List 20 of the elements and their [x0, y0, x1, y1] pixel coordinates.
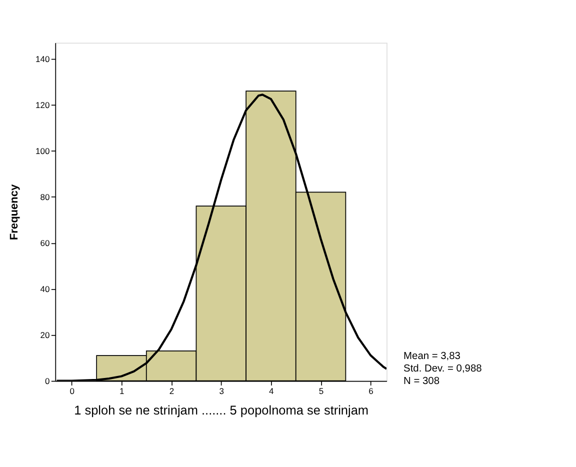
x-tick-label: 4 — [269, 386, 274, 396]
y-tick-label: 140 — [36, 54, 50, 64]
y-axis-title: Frequency — [8, 183, 21, 240]
x-tick-label: 5 — [318, 386, 324, 396]
text: N = 308 — [404, 376, 440, 388]
text: Mean = 3,83 — [404, 350, 461, 362]
x-tick-label: 0 — [70, 386, 75, 396]
x-tick-label: 3 — [219, 386, 224, 396]
y-tick-label: 100 — [36, 146, 50, 156]
y-tick-label: 60 — [40, 238, 50, 248]
x-tick-label: 2 — [169, 386, 174, 396]
y-tick-label: 0 — [44, 376, 50, 386]
text: Std. Dev. = 0,988 — [404, 364, 482, 374]
x-tick-label: 6 — [368, 386, 374, 396]
y-tick-label: 20 — [40, 330, 50, 340]
y-tick-label: 80 — [40, 192, 50, 202]
y-tick-label: 40 — [40, 284, 50, 294]
x-tick-label: 1 — [120, 386, 125, 396]
x-axis-title: 1 sploh se ne strinjam ....... 5 popolnoma se strinjam — [74, 402, 369, 418]
y-tick-label: 120 — [36, 100, 50, 110]
